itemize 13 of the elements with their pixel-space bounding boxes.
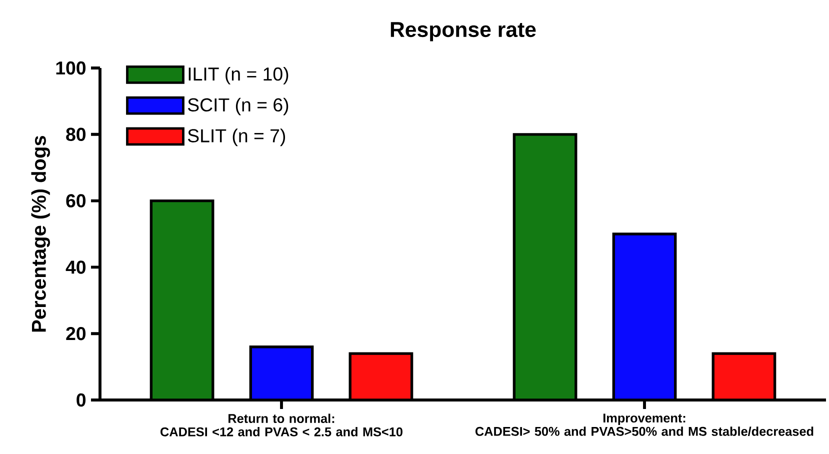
x-tick-label: Return to normal: CADESI <12 and PVAS < 2.5 and MS<10 bbox=[160, 414, 402, 436]
y-axis-title: Percentage (%) dogs bbox=[31, 136, 50, 332]
legend-label: SLIT (n = 7) bbox=[188, 128, 286, 146]
y-tick-label: 80 bbox=[66, 128, 86, 142]
y-tick-label: 20 bbox=[66, 326, 86, 340]
chart-title: Response rate bbox=[390, 22, 536, 42]
legend-label: ILIT (n = 10) bbox=[188, 66, 288, 84]
y-tick-label: 40 bbox=[66, 260, 86, 274]
legend-label: SCIT (n = 6) bbox=[188, 98, 288, 116]
x-tick-label: Improvement: CADESI> 50% and PVAS>50% and MS stable/decreased bbox=[475, 414, 814, 436]
y-tick-label: 0 bbox=[76, 393, 86, 407]
y-tick-label: 100 bbox=[56, 61, 86, 75]
y-tick-label: 60 bbox=[66, 194, 86, 208]
